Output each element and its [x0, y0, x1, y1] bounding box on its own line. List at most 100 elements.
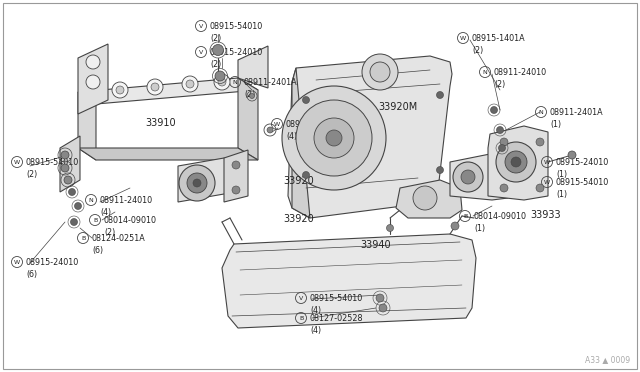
Text: B: B	[81, 235, 85, 241]
Circle shape	[413, 186, 437, 210]
Circle shape	[314, 118, 354, 158]
Polygon shape	[292, 68, 310, 218]
Circle shape	[193, 179, 201, 187]
Circle shape	[182, 76, 198, 92]
Text: 33933: 33933	[530, 210, 561, 220]
Polygon shape	[60, 136, 80, 192]
Text: 08915-24010: 08915-24010	[26, 258, 79, 267]
Text: 08915-24010: 08915-24010	[210, 48, 263, 57]
Polygon shape	[178, 158, 238, 202]
Polygon shape	[78, 78, 258, 104]
Text: (2): (2)	[494, 80, 505, 89]
Text: 08915-54010: 08915-54010	[210, 22, 263, 31]
Text: 08911-24010: 08911-24010	[100, 196, 153, 205]
Polygon shape	[488, 126, 548, 200]
Text: 08915-54010: 08915-54010	[310, 294, 364, 303]
Circle shape	[86, 75, 100, 89]
Text: V: V	[199, 23, 203, 29]
Circle shape	[500, 138, 508, 146]
Circle shape	[496, 142, 536, 182]
Text: V: V	[299, 295, 303, 301]
Circle shape	[282, 86, 386, 190]
Text: (1): (1)	[550, 120, 561, 129]
Text: W: W	[274, 122, 280, 126]
Circle shape	[296, 100, 372, 176]
Text: 08915-1401A: 08915-1401A	[286, 120, 340, 129]
Text: V: V	[199, 49, 203, 55]
Text: 33940: 33940	[360, 240, 390, 250]
Text: N: N	[483, 70, 488, 74]
Text: 08911-24010: 08911-24010	[494, 68, 547, 77]
Circle shape	[511, 157, 521, 167]
Polygon shape	[222, 234, 476, 328]
Polygon shape	[78, 44, 108, 114]
Text: 08911-2401A: 08911-2401A	[550, 108, 604, 117]
Text: 08915-54010: 08915-54010	[26, 158, 79, 167]
Text: 33920: 33920	[283, 214, 314, 224]
Text: 08915-1401A: 08915-1401A	[472, 34, 525, 43]
Text: N: N	[539, 109, 543, 115]
Polygon shape	[238, 78, 258, 160]
Text: 33920M: 33920M	[378, 102, 417, 112]
Text: 33920: 33920	[283, 176, 314, 186]
Text: 08014-09010: 08014-09010	[104, 216, 157, 225]
Circle shape	[461, 170, 475, 184]
Circle shape	[74, 202, 81, 209]
Circle shape	[212, 45, 223, 55]
Circle shape	[61, 151, 69, 159]
Text: W: W	[14, 160, 20, 164]
Circle shape	[500, 184, 508, 192]
Circle shape	[179, 165, 215, 201]
Circle shape	[453, 162, 483, 192]
Text: (1): (1)	[556, 170, 567, 179]
Text: N: N	[88, 198, 93, 202]
Text: (6): (6)	[26, 270, 37, 279]
Circle shape	[490, 106, 497, 113]
Text: (2): (2)	[104, 228, 115, 237]
Circle shape	[232, 186, 240, 194]
Text: W: W	[460, 35, 466, 41]
Polygon shape	[238, 46, 268, 88]
Circle shape	[215, 71, 225, 81]
Text: (4): (4)	[310, 326, 321, 335]
Text: (4): (4)	[100, 208, 111, 217]
Circle shape	[112, 82, 128, 98]
Text: (2): (2)	[210, 60, 221, 69]
Polygon shape	[288, 56, 452, 218]
Circle shape	[61, 164, 69, 172]
Text: W: W	[544, 180, 550, 185]
Circle shape	[267, 127, 273, 133]
Text: 08915-54010: 08915-54010	[556, 178, 609, 187]
Text: (2): (2)	[210, 34, 221, 43]
Circle shape	[326, 130, 342, 146]
Circle shape	[70, 218, 77, 225]
Circle shape	[64, 176, 72, 184]
Text: W: W	[544, 160, 550, 164]
Text: (1): (1)	[556, 190, 567, 199]
Circle shape	[186, 80, 194, 88]
Text: 08915-24010: 08915-24010	[556, 158, 609, 167]
Circle shape	[303, 171, 310, 179]
Text: 08911-2401A: 08911-2401A	[244, 78, 298, 87]
Circle shape	[187, 173, 207, 193]
Text: (4): (4)	[310, 306, 321, 315]
Text: (6): (6)	[92, 246, 103, 255]
Text: (1): (1)	[474, 224, 485, 233]
Polygon shape	[78, 148, 258, 160]
Circle shape	[303, 96, 310, 103]
Circle shape	[505, 151, 527, 173]
Text: W: W	[14, 260, 20, 264]
Text: 33910: 33910	[145, 118, 175, 128]
Circle shape	[497, 126, 504, 134]
Circle shape	[379, 304, 387, 312]
Circle shape	[151, 83, 159, 91]
Circle shape	[387, 224, 394, 231]
Circle shape	[214, 74, 230, 90]
Text: B: B	[463, 214, 467, 218]
Circle shape	[436, 92, 444, 99]
Circle shape	[68, 189, 76, 196]
Circle shape	[536, 138, 544, 146]
Polygon shape	[396, 180, 462, 218]
Polygon shape	[224, 150, 248, 202]
Circle shape	[250, 93, 255, 99]
